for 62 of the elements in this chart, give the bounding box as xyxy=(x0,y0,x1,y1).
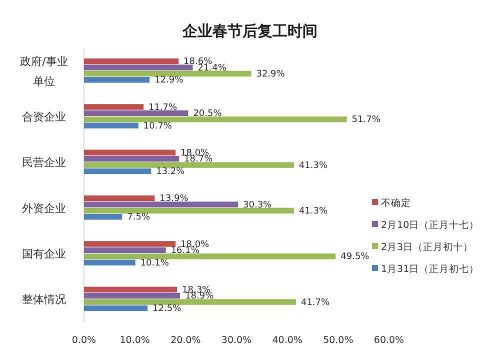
data-label: 21.4% xyxy=(198,63,227,74)
bar xyxy=(84,58,179,64)
bar xyxy=(84,162,294,168)
legend-label: 不确定 xyxy=(381,197,411,209)
x-tick-label: 50.0% xyxy=(323,335,354,346)
bar xyxy=(84,305,148,312)
y-tick-label: 外资企业 xyxy=(22,202,66,215)
bar xyxy=(84,156,180,162)
legend-label: 1月31日（正月初七） xyxy=(381,263,480,275)
y-tick-label: 政府/事业单位 xyxy=(20,54,68,88)
data-label: 18.9% xyxy=(185,292,214,302)
bar xyxy=(84,241,176,247)
bar xyxy=(84,292,180,299)
data-label: 10.7% xyxy=(143,121,172,132)
data-label: 16.1% xyxy=(170,246,200,256)
bar xyxy=(84,110,188,116)
x-tick-label: 0.0% xyxy=(72,335,96,346)
y-tick-label: 整体情况 xyxy=(22,293,66,306)
bar xyxy=(84,247,166,253)
data-label: 41.3% xyxy=(298,160,328,171)
legend-label: 2月3日（正月初十） xyxy=(381,241,474,253)
data-label: 7.5% xyxy=(127,212,150,223)
y-tick-label: 民营企业 xyxy=(22,156,66,170)
bar xyxy=(84,77,150,83)
bar xyxy=(84,70,252,77)
bar xyxy=(84,254,336,260)
bar xyxy=(84,214,122,220)
bar xyxy=(84,64,193,70)
chart-title: 企业春节后复工时间 xyxy=(182,22,318,40)
bar xyxy=(84,122,138,128)
data-label: 13.2% xyxy=(156,167,186,178)
data-label: 30.3% xyxy=(243,200,272,210)
x-tick-label: 20.0% xyxy=(170,335,201,346)
x-tick-label: 60.0% xyxy=(374,335,404,346)
x-tick-label: 40.0% xyxy=(272,335,302,346)
y-tick-label: 国有企业 xyxy=(22,248,66,260)
bar xyxy=(84,195,155,202)
data-label: 51.7% xyxy=(352,115,381,126)
bar xyxy=(84,168,152,174)
bar xyxy=(84,286,178,292)
bar xyxy=(84,202,238,208)
data-label: 18.7% xyxy=(184,154,214,165)
legend-label: 2月10日（正月十七） xyxy=(381,219,480,231)
bar xyxy=(84,116,347,122)
data-label: 12.5% xyxy=(152,304,182,314)
bar xyxy=(84,299,296,305)
data-label: 20.5% xyxy=(193,109,222,119)
bar xyxy=(84,260,136,266)
x-tick-label: 10.0% xyxy=(120,335,150,346)
bar xyxy=(84,104,144,110)
data-label: 10.1% xyxy=(140,258,170,268)
data-label: 12.9% xyxy=(154,76,184,86)
data-label: 13.9% xyxy=(160,194,189,204)
y-tick-label: 合资企业 xyxy=(22,110,66,124)
bar xyxy=(84,208,294,214)
data-label: 49.5% xyxy=(340,252,370,262)
data-label: 41.3% xyxy=(298,206,328,217)
x-tick-label: 30.0% xyxy=(221,335,252,346)
data-label: 11.7% xyxy=(148,102,178,113)
bar xyxy=(84,150,176,156)
data-label: 32.9% xyxy=(256,70,286,80)
data-label: 41.7% xyxy=(300,298,330,308)
